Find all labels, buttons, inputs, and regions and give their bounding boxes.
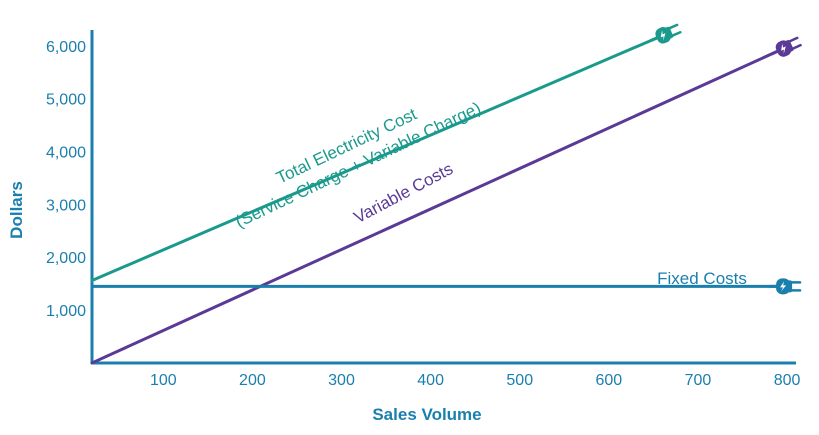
- x-axis-title: Sales Volume: [372, 405, 481, 424]
- x-tick-label: 300: [328, 372, 355, 389]
- series-end-icons: [649, 23, 802, 295]
- x-tick-label: 500: [506, 372, 533, 389]
- y-tick-label: 4,000: [46, 145, 86, 162]
- y-tick-label: 3,000: [46, 197, 86, 214]
- x-tick-label: 200: [239, 372, 266, 389]
- electric-plug-icon: [768, 278, 802, 295]
- tick-labels: 100 200 300 400 500 600 700 800 1,000 2,000 3,000 4…: [46, 39, 801, 389]
- y-tick-label: 2,000: [46, 250, 86, 267]
- x-tick-label: 600: [596, 372, 623, 389]
- x-tick-label: 800: [774, 372, 801, 389]
- series-lines: [90, 32, 789, 365]
- series-line-total-electricity-cost: [90, 32, 669, 282]
- x-tick-label: 700: [685, 372, 712, 389]
- electric-plug-icon: [770, 36, 802, 57]
- electric-plug-icon: [649, 23, 682, 44]
- series-line-variable-costs: [90, 45, 789, 365]
- chart-axes: [90, 30, 796, 365]
- y-tick-label: 5,000: [46, 92, 86, 109]
- x-tick-label: 100: [150, 372, 177, 389]
- y-tick-label: 1,000: [46, 303, 86, 320]
- x-tick-label: 400: [417, 372, 444, 389]
- series-label-fixed-costs: Fixed Costs: [657, 269, 747, 288]
- y-axis-title: Dollars: [7, 181, 26, 239]
- y-tick-label: 6,000: [46, 39, 86, 56]
